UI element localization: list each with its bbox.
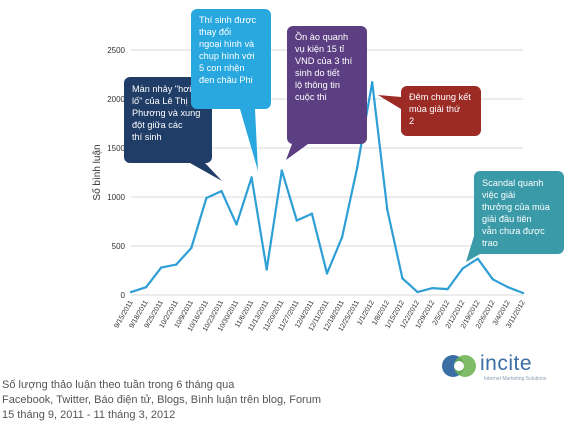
callout-pointer (466, 236, 480, 262)
chart-footer: Số lượng thảo luận theo tuần trong 6 thá… (2, 378, 321, 423)
y-tick-label: 2500 (107, 46, 125, 55)
data-point (431, 286, 434, 290)
logo-subtitle: Internet Marketing Solutions (484, 376, 547, 382)
data-point (220, 189, 223, 193)
callout-text: Màn nhảy "hơi lố" của Lê Thị Phương và xun… (132, 84, 200, 142)
incite-logo: incite Internet Marketing Solutions (440, 352, 564, 384)
data-point (129, 290, 133, 294)
callout: Thí sinh được thay đổi ngoại hình và chụp h… (191, 9, 271, 171)
data-point (371, 81, 374, 84)
data-point (144, 285, 148, 289)
callout-pointer (240, 109, 258, 171)
data-point (355, 166, 359, 169)
callout-box (474, 171, 564, 254)
data-point (506, 285, 510, 289)
data-point (310, 212, 314, 215)
data-point (446, 287, 449, 291)
callout: Đêm chung kết mùa giải thứ 2 (378, 86, 481, 136)
callout-text: Ồn ào quanh vụ kiện 15 tỉ VND của 3 thí sin… (295, 31, 353, 102)
y-tick-label: 2000 (107, 95, 125, 104)
logo-text: incite (480, 352, 533, 375)
y-tick-label: 0 (121, 291, 126, 300)
callout: Màn nhảy "hơi lố" của Lê Thị Phương và xun… (124, 77, 222, 181)
y-axis-label: Số bình luận (91, 144, 103, 200)
callout-box (401, 86, 481, 136)
y-tick-label: 1000 (107, 193, 125, 202)
callout-text: Thí sinh được thay đổi ngoại hình và chụp h… (199, 15, 257, 85)
data-point (295, 219, 299, 222)
data-point (159, 266, 163, 269)
callout-text: Đêm chung kết mùa giải thứ 2 (409, 92, 471, 126)
data-point (386, 208, 389, 211)
callout-box (287, 26, 367, 144)
data-point (280, 169, 283, 172)
footer-caption: Số lượng thảo luận theo tuần trong 6 thá… (2, 379, 235, 391)
callout: Scandal quanh việc giải thưởng của mùa giải… (466, 171, 564, 262)
data-point (521, 291, 525, 295)
data-point (340, 235, 344, 239)
callout-text: Scandal quanh việc giải thưởng của mùa giải… (482, 178, 551, 248)
data-point (190, 246, 193, 250)
data-point (416, 290, 419, 294)
callout-box (191, 9, 271, 109)
data-point (476, 257, 479, 260)
data-point (250, 176, 253, 179)
data-point (461, 267, 464, 270)
logo-mark-icon (442, 355, 476, 377)
callout-pointer (378, 95, 401, 109)
callout: Ồn ào quanh vụ kiện 15 tỉ VND của 3 thí sin… (286, 26, 367, 160)
callout-pointer (190, 163, 222, 181)
data-point (175, 263, 178, 266)
data-point (401, 277, 404, 280)
data-point (265, 268, 268, 271)
data-point (491, 278, 495, 281)
data-point (205, 196, 208, 200)
callout-pointer (286, 144, 308, 160)
footer-sources: Facebook, Twitter, Báo điện tử, Blogs, B… (2, 394, 321, 406)
data-point (325, 272, 329, 275)
y-tick-label: 500 (112, 242, 126, 251)
y-tick-label: 1500 (107, 144, 125, 153)
footer-date-range: 15 tháng 9, 2011 - 11 tháng 3, 2012 (2, 409, 176, 421)
data-point (235, 223, 238, 226)
callout-box (124, 77, 212, 163)
